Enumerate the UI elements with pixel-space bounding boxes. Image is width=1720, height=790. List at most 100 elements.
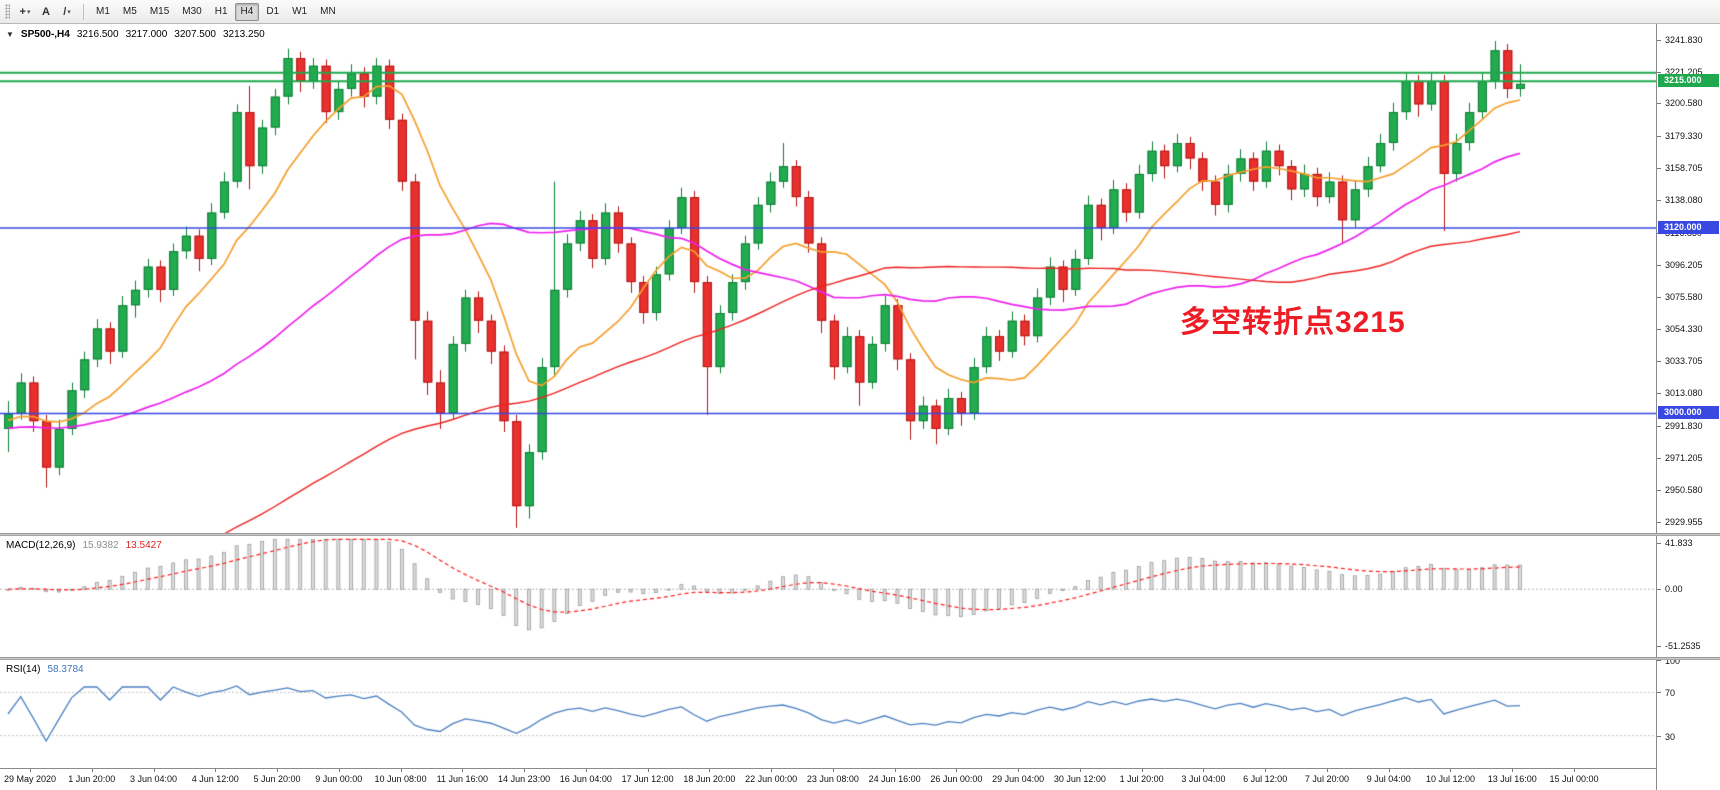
macd-scale-label: 0.00 — [1665, 584, 1683, 595]
price-scale-tick — [1657, 296, 1661, 298]
chart-ohlc-header: ▼ SP500-,H4 3216.500 3217.000 3207.500 3… — [6, 29, 265, 40]
rsi-value: 58.3784 — [47, 664, 84, 675]
price-scale-label: 3013.080 — [1665, 388, 1703, 399]
ohlc-low-value: 3207.500 — [174, 29, 216, 40]
timeframe-button-w1[interactable]: W1 — [292, 6, 308, 17]
symbol-timeframe-label: SP500-,H4 — [20, 29, 70, 40]
price-scale-label: 2950.580 — [1665, 484, 1703, 495]
price-scale-tick — [1657, 168, 1661, 170]
macd-indicator-label: MACD(12,26,9) 15.9382 13.5427 — [6, 540, 162, 551]
macd-main-value: 15.9382 — [82, 540, 119, 551]
time-label: 29 May 2020 — [3, 774, 57, 784]
price-scale-label: 3158.705 — [1665, 163, 1703, 174]
time-label: 30 Jun 12:00 — [1053, 774, 1106, 784]
time-tick — [956, 769, 958, 772]
time-tick — [1018, 769, 1020, 772]
price-scale-tick — [1657, 589, 1661, 591]
price-scale-tick — [1657, 103, 1661, 105]
time-tick — [277, 769, 279, 772]
time-tick — [647, 769, 649, 772]
rsi-scale-label: 100 — [1665, 656, 1681, 666]
price-scale-tick — [1657, 200, 1661, 202]
timeframe-button-m30[interactable]: M30 — [182, 6, 202, 17]
time-tick — [1203, 769, 1205, 772]
price-tag: 3000.000 — [1658, 406, 1719, 420]
price-scale-label: 3221.205 — [1665, 66, 1703, 77]
main-chart-canvas[interactable] — [0, 24, 1656, 534]
time-label: 26 Jun 00:00 — [930, 774, 983, 784]
time-tick — [524, 769, 526, 772]
time-tick — [1450, 769, 1452, 772]
price-scale-label: 2971.205 — [1665, 452, 1703, 463]
price-tag: 3120.000 — [1658, 221, 1719, 234]
price-scale-tick — [1657, 329, 1661, 331]
price-scale[interactable]: 3241.830 3221.205 3200.580 3179.330 3158.705… — [1656, 24, 1720, 790]
time-label: 10 Jun 08:00 — [374, 774, 427, 784]
chart-cursor-icon: + — [19, 5, 26, 18]
timeframe-button-h4[interactable]: H4 — [234, 2, 260, 21]
price-scale-tick — [1657, 735, 1661, 737]
time-label: 1 Jun 20:00 — [68, 774, 116, 784]
price-scale-tick — [1657, 646, 1661, 648]
time-tick — [1326, 769, 1328, 772]
price-scale-label: 3096.205 — [1665, 259, 1703, 270]
time-label: 7 Jul 20:00 — [1304, 774, 1349, 784]
timeframe-button-m15[interactable]: M15 — [149, 6, 170, 17]
price-scale-tick — [1657, 521, 1661, 523]
toolbar-separator — [83, 3, 84, 20]
ohlc-close-value: 3213.250 — [223, 29, 265, 40]
ohlc-open-value: 3216.500 — [76, 29, 119, 40]
rsi-name: RSI(14) — [6, 664, 41, 675]
time-tick — [215, 769, 217, 772]
price-scale-label: 2991.830 — [1665, 421, 1703, 432]
timeframe-button-d1[interactable]: D1 — [266, 6, 280, 17]
annotation-text: 多空转折点3215 — [1180, 306, 1406, 339]
time-label: 16 Jun 04:00 — [559, 774, 612, 784]
time-axis[interactable]: 29 May 2020 1 Jun 20:00 3 Jun 04:00 4 Jun 1… — [0, 768, 1656, 790]
price-scale-tick — [1657, 361, 1661, 363]
time-tick — [1265, 769, 1267, 772]
price-scale-label: 3241.830 — [1665, 34, 1703, 45]
time-label: 24 Jun 16:00 — [868, 774, 921, 784]
timeframe-button-h1[interactable]: H1 — [214, 6, 228, 17]
timeframe-button-m5[interactable]: M5 — [122, 6, 137, 17]
time-tick — [1141, 769, 1143, 772]
chart-cursor-button[interactable]: + ▾ — [15, 2, 35, 21]
price-scale-tick — [1657, 426, 1661, 428]
time-tick — [585, 769, 587, 772]
rsi-indicator-label: RSI(14) 58.3784 — [6, 664, 84, 675]
time-tick — [894, 769, 896, 772]
price-scale-label: 3075.580 — [1665, 291, 1703, 302]
time-label: 15 Jul 00:00 — [1549, 774, 1599, 784]
price-scale-tick — [1657, 660, 1661, 661]
macd-pane-canvas[interactable] — [0, 536, 1656, 658]
toolbar-drag-handle[interactable] — [5, 4, 10, 19]
rsi-pane-canvas[interactable] — [0, 660, 1656, 768]
time-label: 9 Jul 04:00 — [1366, 774, 1411, 784]
text-label-button[interactable]: A — [36, 2, 56, 21]
price-scale-label: 3138.080 — [1665, 195, 1703, 206]
drawing-tools-icon: / — [63, 5, 67, 18]
time-label: 29 Jun 04:00 — [992, 774, 1045, 784]
timeframes-group: M1 M5 M15 M30 H1 H4 D1 W1 MN — [90, 2, 342, 21]
time-label: 14 Jun 23:00 — [498, 774, 551, 784]
tool-icons-group: + ▾ A / ▾ — [15, 2, 77, 21]
pane-separator[interactable] — [0, 533, 1720, 536]
price-scale-label: 3033.705 — [1665, 356, 1703, 367]
drawing-tools-button[interactable]: / ▾ — [57, 2, 77, 21]
price-scale-label: 3200.580 — [1665, 98, 1703, 109]
timeframe-button-mn[interactable]: MN — [320, 6, 336, 17]
price-scale-label: 3054.330 — [1665, 324, 1703, 335]
time-tick — [338, 769, 340, 772]
timeframe-button-m1[interactable]: M1 — [96, 6, 110, 17]
rsi-scale-label: 70 — [1665, 688, 1676, 699]
time-label: 3 Jul 04:00 — [1181, 774, 1226, 784]
collapse-chart-icon[interactable]: ▼ — [6, 30, 14, 39]
pane-separator[interactable] — [0, 657, 1720, 660]
time-label: 11 Jun 16:00 — [436, 774, 489, 784]
time-tick — [462, 769, 464, 772]
time-tick — [400, 769, 402, 772]
time-label: 9 Jun 00:00 — [315, 774, 363, 784]
time-tick — [832, 769, 834, 772]
